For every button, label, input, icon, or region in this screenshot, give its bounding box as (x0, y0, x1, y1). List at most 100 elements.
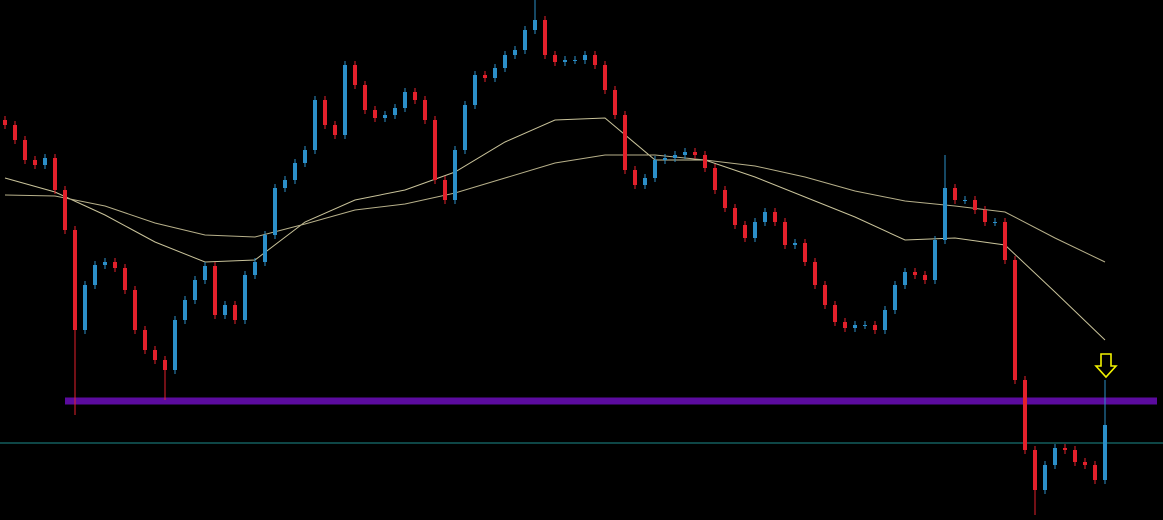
candle-body (963, 200, 967, 201)
moving-average (4, 117, 1106, 341)
moving-average (4, 154, 1106, 263)
candle-body (33, 160, 37, 165)
candle-body (473, 75, 477, 105)
candle-body (993, 222, 997, 223)
candle-body (433, 120, 437, 180)
candle-body (933, 240, 937, 280)
candle-body (623, 115, 627, 170)
candle-body (783, 222, 787, 245)
candle-body (13, 125, 17, 140)
candle-body (683, 152, 687, 155)
candle-body (453, 150, 457, 200)
candle-body (923, 275, 927, 280)
candle-body (293, 163, 297, 180)
candle-body (443, 180, 447, 200)
candle-body (763, 212, 767, 222)
candle-body (813, 262, 817, 285)
candle-body (313, 100, 317, 150)
candle-body (503, 55, 507, 68)
candle-body (863, 325, 867, 326)
candle-body (673, 155, 677, 158)
candle-body (643, 178, 647, 185)
candle-body (93, 265, 97, 285)
candle-body (723, 190, 727, 208)
candle-body (563, 60, 567, 62)
candle-body (613, 90, 617, 115)
candle-body (123, 268, 127, 290)
candle-body (973, 200, 977, 210)
candle-body (743, 225, 747, 238)
candle-body (203, 266, 207, 280)
candle-body (163, 360, 167, 370)
candle-body (873, 325, 877, 330)
candle-body (333, 125, 337, 135)
candle-body (983, 210, 987, 222)
candle-body (3, 120, 7, 125)
candle-body (553, 55, 557, 62)
candle-body (953, 188, 957, 200)
candle-body (943, 188, 947, 240)
candle-body (283, 180, 287, 188)
candle-body (383, 115, 387, 118)
candle-body (413, 92, 417, 100)
candle-body (633, 170, 637, 185)
candle-body (23, 140, 27, 160)
candle-body (1043, 465, 1047, 490)
candle-body (653, 160, 657, 178)
candle-body (373, 110, 377, 118)
candle-body (663, 158, 667, 160)
candle-body (463, 105, 467, 150)
candle-body (143, 330, 147, 350)
candle-body (1053, 448, 1057, 465)
candle-body (693, 152, 697, 155)
candle-body (1083, 462, 1087, 465)
candle-body (253, 262, 257, 275)
candle-body (543, 20, 547, 55)
candle-body (603, 65, 607, 90)
candle-body (533, 20, 537, 30)
candle-body (703, 155, 707, 168)
candle-body (223, 305, 227, 315)
candle-body (233, 305, 237, 320)
candle-body (1103, 425, 1107, 480)
candle-body (183, 300, 187, 320)
candle-body (103, 262, 107, 265)
candle-body (113, 262, 117, 268)
candle-body (903, 272, 907, 285)
candle-body (853, 325, 857, 328)
candle-body (393, 108, 397, 115)
candle-body (883, 310, 887, 330)
candle-body (1063, 448, 1067, 450)
candle-body (273, 188, 277, 235)
candle-body (53, 158, 57, 190)
candle-body (173, 320, 177, 370)
candle-body (1003, 222, 1007, 260)
candle-body (823, 285, 827, 305)
candle-body (213, 266, 217, 315)
candle-body (493, 68, 497, 78)
candle-body (573, 60, 577, 61)
candle-body (243, 275, 247, 320)
candle-body (323, 100, 327, 125)
candle-body (483, 75, 487, 78)
candle-body (353, 65, 357, 85)
candle-body (793, 243, 797, 245)
candle-body (583, 55, 587, 60)
candle-body (83, 285, 87, 330)
candle-body (423, 100, 427, 120)
candle-body (403, 92, 407, 108)
candle-body (193, 280, 197, 300)
candle-body (843, 322, 847, 328)
candle-body (593, 55, 597, 65)
candle-body (1033, 450, 1037, 490)
candle-body (63, 190, 67, 230)
candle-body (733, 208, 737, 225)
candle-body (833, 305, 837, 322)
signal-arrow (1094, 353, 1118, 379)
candle-body (303, 150, 307, 163)
candle-body (1013, 260, 1017, 380)
candle-body (713, 168, 717, 190)
candle-body (893, 285, 897, 310)
